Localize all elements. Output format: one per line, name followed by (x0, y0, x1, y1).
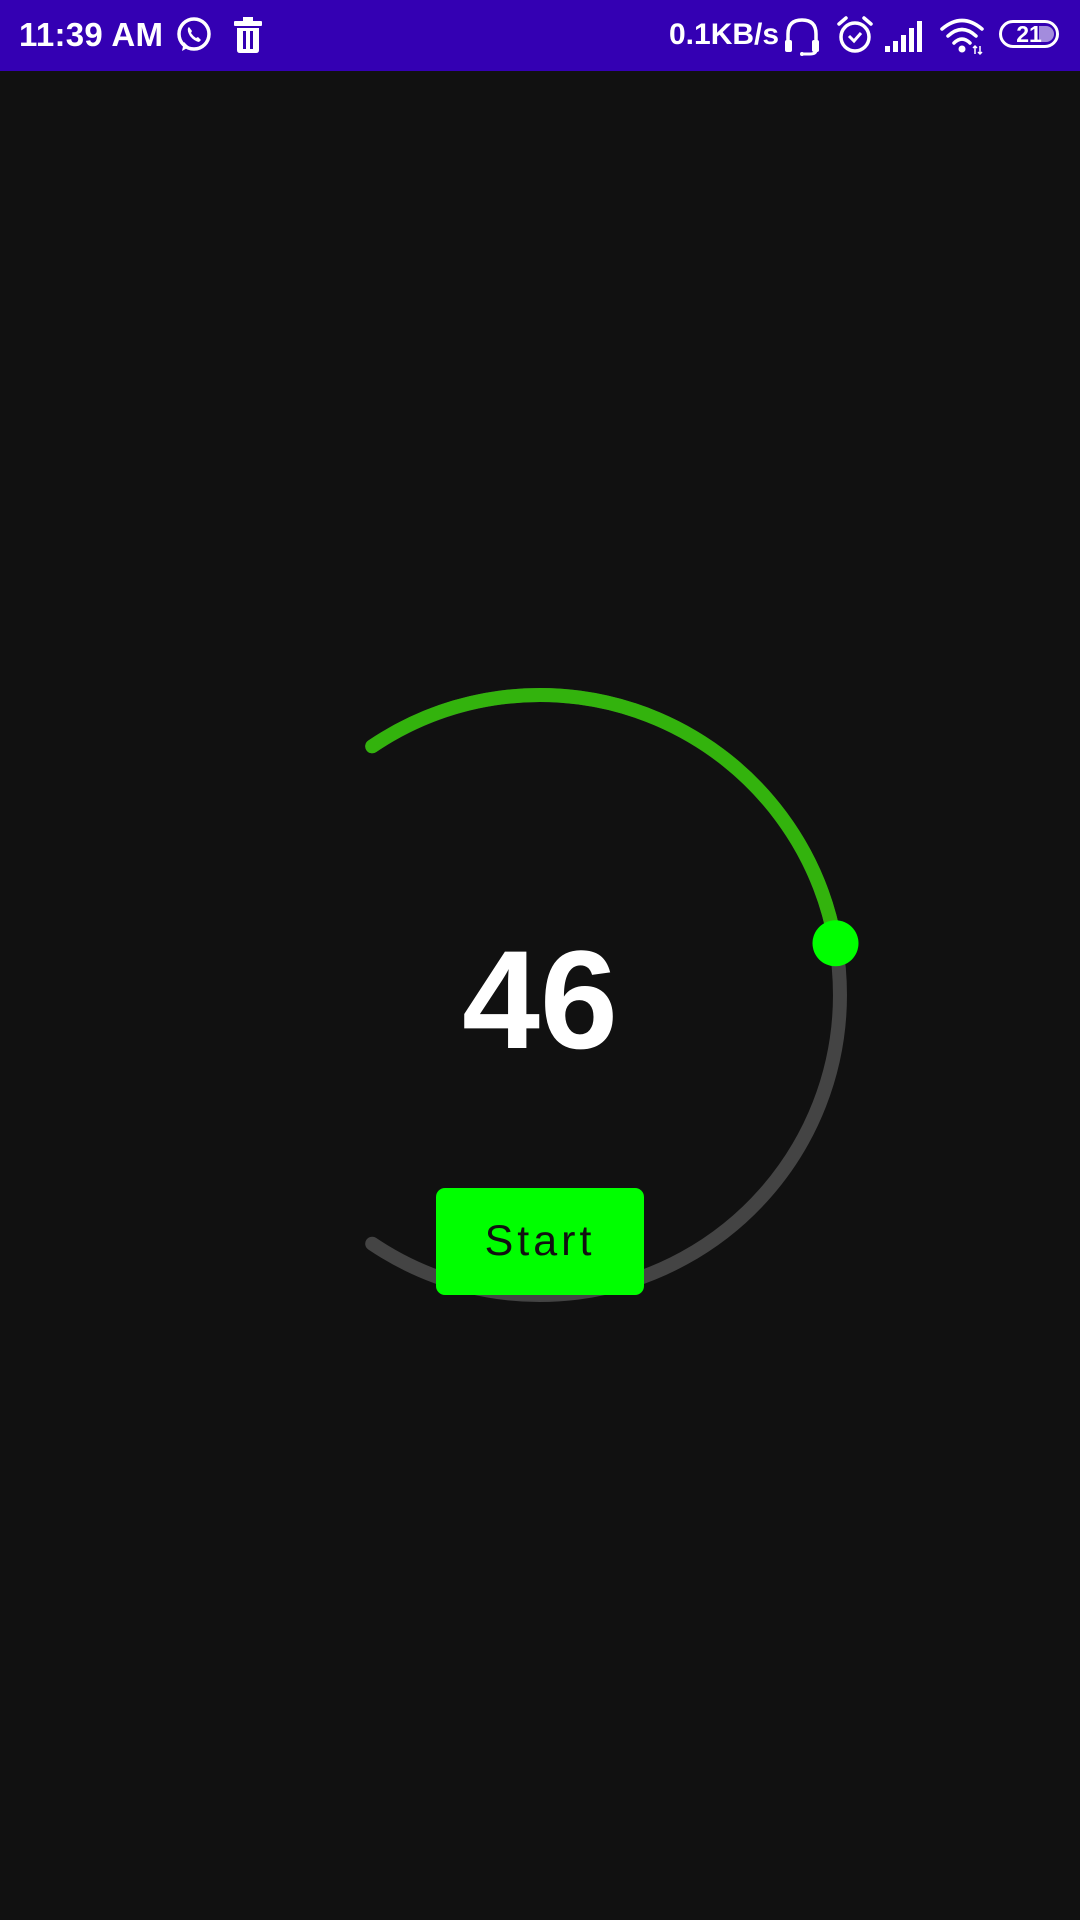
battery-level: 21 (1016, 21, 1042, 47)
battery-fill (1039, 26, 1054, 42)
gauge-thumb[interactable] (812, 920, 859, 967)
alarm-icon (836, 15, 874, 60)
status-bar: 11:39 AM 0.1KB/s (0, 0, 1080, 71)
whatsapp-icon (174, 15, 214, 60)
signal-icon (884, 19, 926, 58)
headset-icon (783, 16, 821, 61)
gauge-progress (365, 688, 843, 951)
trash-icon (233, 16, 263, 59)
start-button[interactable]: Start (436, 1188, 644, 1295)
gauge-value: 46 (462, 921, 618, 1078)
battery-icon: 21 (999, 20, 1059, 48)
net-speed: 0.1KB/s (669, 18, 780, 51)
wifi-icon (939, 16, 985, 61)
status-time: 11:39 AM (19, 16, 164, 53)
